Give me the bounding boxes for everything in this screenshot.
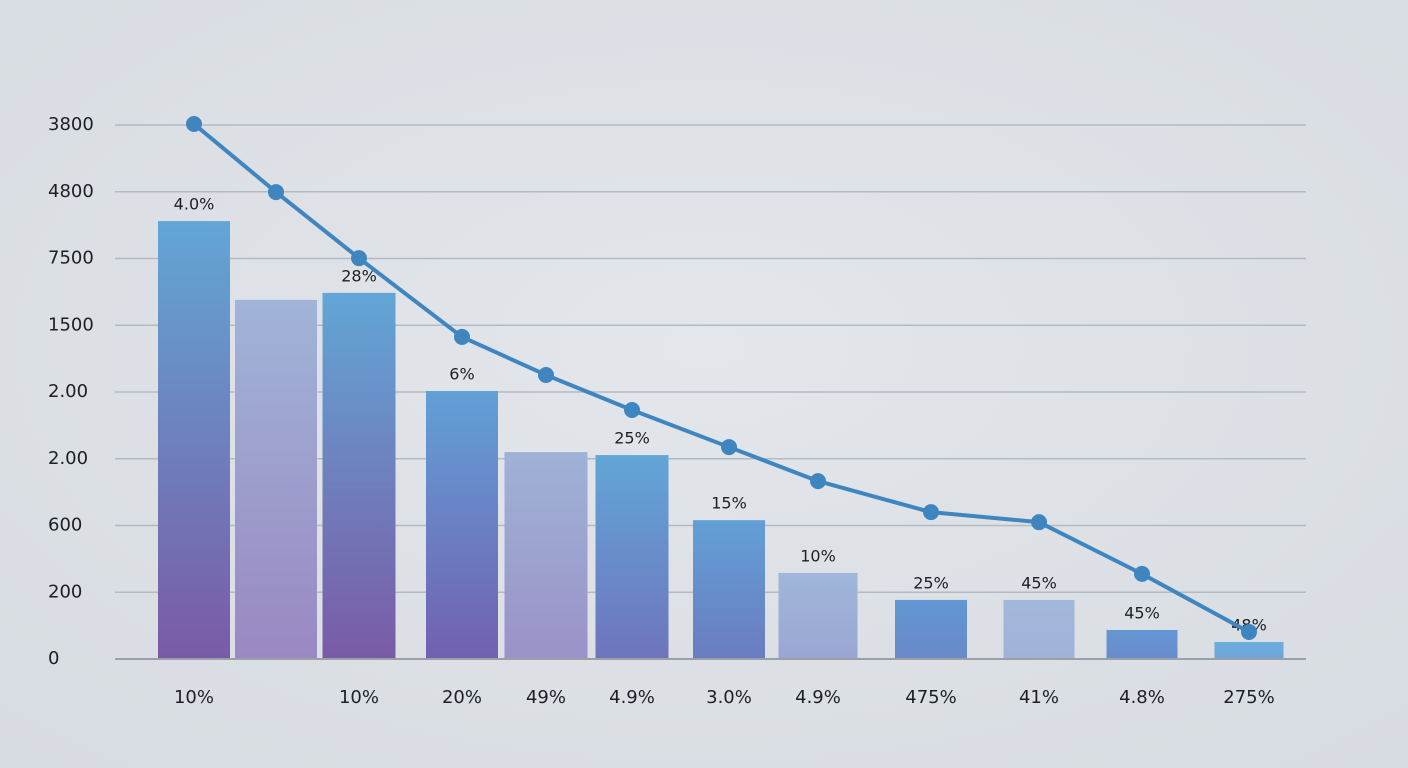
- y-tick-label: 600: [48, 515, 82, 536]
- x-tick-label: 4.9%: [609, 687, 655, 708]
- y-tick-label: 2.00: [48, 448, 88, 469]
- y-tick-label: 2.00: [48, 381, 88, 402]
- annotation: 45%: [1021, 573, 1057, 592]
- line-marker: [624, 402, 640, 419]
- bar: [158, 221, 230, 659]
- y-tick-label: 0: [48, 648, 59, 669]
- bar: [426, 390, 498, 659]
- line-marker: [351, 250, 367, 267]
- annotation: 10%: [800, 546, 836, 565]
- line-marker: [1031, 514, 1047, 531]
- annotation: 15%: [711, 494, 747, 513]
- bar: [322, 292, 396, 659]
- x-tick-label: 20%: [442, 687, 482, 708]
- y-tick-label: 1500: [48, 314, 94, 335]
- bar: [1003, 599, 1075, 659]
- x-tick-label: 4.8%: [1119, 687, 1165, 708]
- bar: [1214, 641, 1284, 659]
- x-tick-label: 49%: [526, 687, 566, 708]
- bar: [778, 572, 858, 659]
- bar: [1106, 629, 1178, 659]
- line-marker: [923, 504, 939, 521]
- bar: [235, 299, 317, 659]
- line-marker: [721, 439, 737, 456]
- x-tick-label: 4.9%: [795, 687, 841, 708]
- x-tick-label: 10%: [174, 687, 214, 708]
- y-tick-label: 4800: [48, 181, 94, 202]
- line-marker: [186, 115, 202, 132]
- annotation: 4.0%: [174, 195, 215, 214]
- line-marker: [810, 473, 826, 490]
- bar: [504, 452, 588, 659]
- bar: [595, 455, 669, 659]
- x-tick-label: 275%: [1223, 687, 1274, 708]
- y-tick-label: 3800: [48, 114, 94, 135]
- x-tick-label: 3.0%: [706, 687, 752, 708]
- x-tick-label: 41%: [1019, 687, 1059, 708]
- bar: [693, 520, 765, 659]
- line-marker: [538, 366, 554, 383]
- annotation: 25%: [614, 429, 650, 448]
- annotation: 45%: [1124, 603, 1160, 622]
- x-tick-label: 475%: [905, 687, 956, 708]
- trend-line: [192, 122, 1250, 634]
- line-marker: [1134, 565, 1150, 582]
- annotation: 25%: [913, 573, 949, 592]
- line-marker: [268, 184, 284, 201]
- x-tick-label: 10%: [339, 687, 379, 708]
- y-tick-label: 200: [48, 581, 82, 602]
- line-marker: [1241, 623, 1257, 640]
- annotation: 28%: [341, 266, 377, 285]
- line-marker: [454, 328, 470, 345]
- bar: [895, 599, 967, 659]
- annotation: 6%: [449, 364, 474, 383]
- y-tick-label: 7500: [48, 248, 94, 269]
